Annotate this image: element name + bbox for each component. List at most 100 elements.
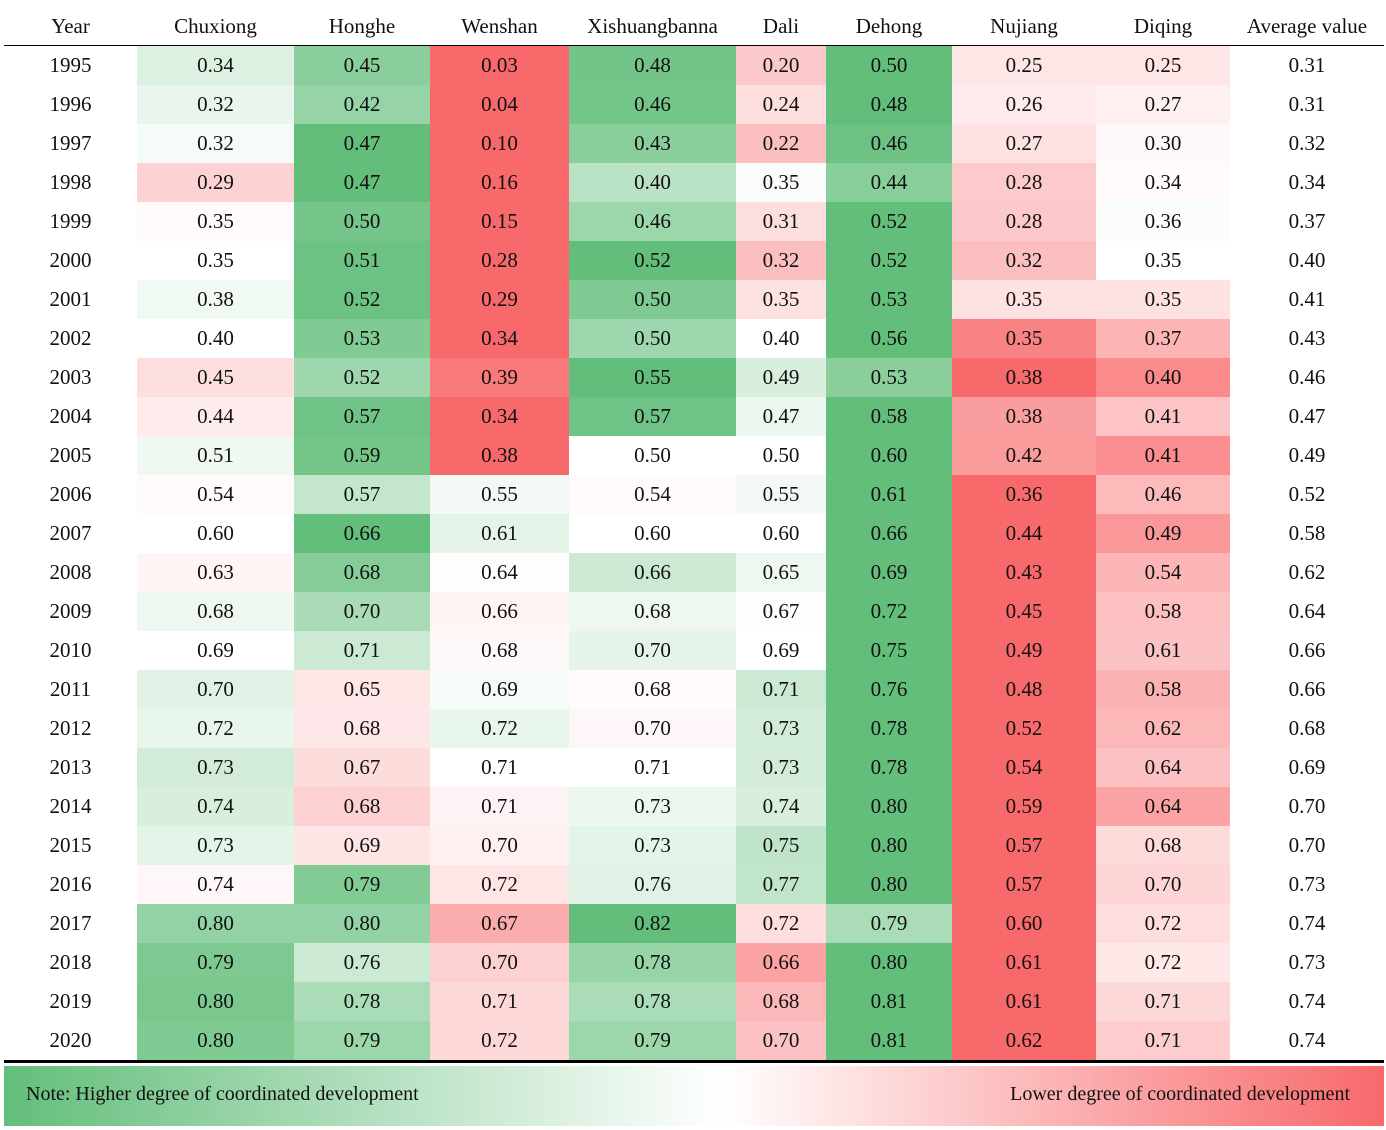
- heatmap-cell: 0.46: [569, 202, 736, 241]
- row-label: 1996: [49, 92, 92, 116]
- heatmap-cell: 0.55: [430, 475, 569, 514]
- heatmap-cell: 0.54: [569, 475, 736, 514]
- heatmap-cell: 0.67: [430, 904, 569, 943]
- row-label: 2013: [49, 755, 92, 779]
- heatmap-cell: 0.80: [137, 982, 294, 1021]
- heatmap-cell: 0.46: [1096, 475, 1230, 514]
- heatmap-cell: 0.66: [430, 592, 569, 631]
- row-label: 2005: [49, 443, 92, 467]
- heatmap-cell: 0.53: [826, 280, 952, 319]
- average-value-cell: 0.31: [1288, 53, 1326, 77]
- heatmap-cell: 0.52: [826, 202, 952, 241]
- heatmap-cell: 0.71: [294, 631, 430, 670]
- heatmap-cell: 0.76: [569, 865, 736, 904]
- table-row: 2013 0.73 0.67 0.71 0.71 0.73 0.78 0.54 0.64 0.69: [4, 748, 1384, 787]
- average-value-cell: 0.70: [1288, 794, 1326, 818]
- heatmap-cell: 0.46: [826, 124, 952, 163]
- heatmap-cell: 0.35: [1096, 241, 1230, 280]
- heatmap-cell: 0.61: [826, 475, 952, 514]
- heatmap-cell: 0.71: [430, 748, 569, 787]
- heatmap-cell: 0.38: [137, 280, 294, 319]
- heatmap-cell: 0.45: [137, 358, 294, 397]
- heatmap-cell: 0.54: [137, 475, 294, 514]
- heatmap-cell: 0.73: [137, 748, 294, 787]
- table-row: 2014 0.74 0.68 0.71 0.73 0.74 0.80 0.59 0.64 0.70: [4, 787, 1384, 826]
- heatmap-cell: 0.70: [430, 826, 569, 865]
- heatmap-cell: 0.50: [569, 319, 736, 358]
- heatmap-cell: 0.48: [826, 85, 952, 124]
- column-header: Xishuangbanna: [569, 7, 736, 46]
- heatmap-cell: 0.15: [430, 202, 569, 241]
- average-value-cell: 0.64: [1288, 599, 1326, 623]
- heatmap-cell: 0.58: [1096, 592, 1230, 631]
- row-label: 1995: [49, 53, 92, 77]
- heatmap-cell: 0.76: [294, 943, 430, 982]
- row-label: 2006: [49, 482, 92, 506]
- heatmap-cell: 0.80: [137, 904, 294, 943]
- heatmap-cell: 0.80: [826, 865, 952, 904]
- heatmap-cell: 0.70: [569, 631, 736, 670]
- heatmap-cell: 0.38: [952, 397, 1096, 436]
- table-row: 2019 0.80 0.78 0.71 0.78 0.68 0.81 0.61 0.71 0.74: [4, 982, 1384, 1021]
- heatmap-cell: 0.64: [1096, 787, 1230, 826]
- heatmap-cell: 0.60: [569, 514, 736, 553]
- row-label: 2000: [49, 248, 92, 272]
- heatmap-cell: 0.73: [736, 748, 826, 787]
- heatmap-table: Year Chuxiong Honghe Wenshan Xishuangban…: [4, 7, 1384, 1063]
- row-label: 1997: [49, 131, 92, 155]
- heatmap-cell: 0.74: [137, 787, 294, 826]
- heatmap-cell: 0.76: [826, 670, 952, 709]
- average-value-cell: 0.47: [1288, 404, 1326, 428]
- heatmap-cell: 0.56: [826, 319, 952, 358]
- heatmap-cell: 0.51: [294, 241, 430, 280]
- heatmap-cell: 0.69: [137, 631, 294, 670]
- color-scale-legend: Note: Higher degree of coordinated devel…: [4, 1066, 1384, 1126]
- heatmap-cell: 0.66: [294, 514, 430, 553]
- heatmap-cell: 0.47: [736, 397, 826, 436]
- heatmap-cell: 0.44: [137, 397, 294, 436]
- table-row: 1997 0.32 0.47 0.10 0.43 0.22 0.46 0.27 0.30 0.32: [4, 124, 1384, 163]
- table-row: 2020 0.80 0.79 0.72 0.79 0.70 0.81 0.62 0.71 0.74: [4, 1021, 1384, 1063]
- heatmap-cell: 0.69: [826, 553, 952, 592]
- row-label: 2012: [49, 716, 92, 740]
- heatmap-cell: 0.45: [294, 45, 430, 85]
- heatmap-cell: 0.79: [826, 904, 952, 943]
- table-row: 2008 0.63 0.68 0.64 0.66 0.65 0.69 0.43 0.54 0.62: [4, 553, 1384, 592]
- heatmap-cell: 0.44: [952, 514, 1096, 553]
- average-value-cell: 0.74: [1288, 911, 1326, 935]
- heatmap-cell: 0.61: [952, 982, 1096, 1021]
- heatmap-cell: 0.71: [736, 670, 826, 709]
- heatmap-cell: 0.75: [826, 631, 952, 670]
- column-header: Chuxiong: [137, 7, 294, 46]
- heatmap-cell: 0.57: [294, 397, 430, 436]
- table-row: 1995 0.34 0.45 0.03 0.48 0.20 0.50 0.25 0.25 0.31: [4, 45, 1384, 85]
- heatmap-cell: 0.74: [736, 787, 826, 826]
- average-value-cell: 0.43: [1288, 326, 1326, 350]
- average-value-cell: 0.70: [1288, 833, 1326, 857]
- average-value-cell: 0.74: [1230, 1021, 1384, 1063]
- heatmap-cell: 0.40: [1096, 358, 1230, 397]
- average-value-cell: 0.46: [1288, 365, 1326, 389]
- heatmap-cell: 0.74: [137, 865, 294, 904]
- heatmap-cell: 0.71: [1096, 982, 1230, 1021]
- heatmap-cell: 0.78: [569, 943, 736, 982]
- row-label: 2004: [49, 404, 92, 428]
- heatmap-cell: 0.32: [952, 241, 1096, 280]
- heatmap-cell: 0.54: [952, 748, 1096, 787]
- heatmap-cell: 0.40: [736, 319, 826, 358]
- average-value-cell: 0.34: [1288, 170, 1326, 194]
- heatmap-cell: 0.71: [1096, 1021, 1230, 1063]
- average-value-cell: 0.58: [1288, 521, 1326, 545]
- heatmap-cell: 0.49: [952, 631, 1096, 670]
- heatmap-cell: 0.72: [736, 904, 826, 943]
- heatmap-cell: 0.64: [430, 553, 569, 592]
- heatmap-cell: 0.34: [430, 397, 569, 436]
- heatmap-cell: 0.52: [826, 241, 952, 280]
- header-row: Year Chuxiong Honghe Wenshan Xishuangban…: [4, 7, 1384, 46]
- heatmap-cell: 0.65: [736, 553, 826, 592]
- heatmap-cell: 0.29: [430, 280, 569, 319]
- heatmap-cell: 0.42: [952, 436, 1096, 475]
- table-row: 1999 0.35 0.50 0.15 0.46 0.31 0.52 0.28 0.36 0.37: [4, 202, 1384, 241]
- heatmap-cell: 0.52: [294, 280, 430, 319]
- row-label: 2018: [49, 950, 92, 974]
